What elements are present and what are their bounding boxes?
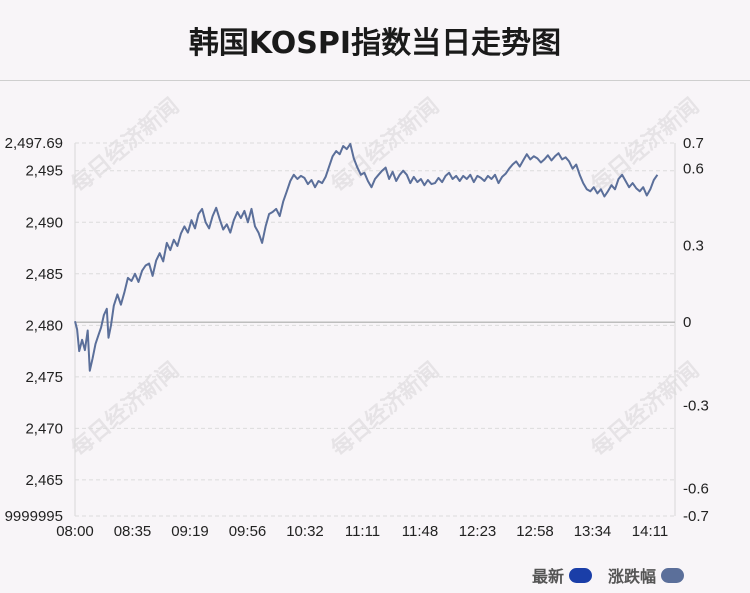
x-tick-label: 12:23 (459, 523, 497, 540)
y-tick-label-right: 0 (683, 314, 691, 331)
y-tick-label-right: -0.6 (683, 480, 709, 497)
y-tick-label-left: 2,490 (25, 214, 63, 231)
y-tick-label-left: 9999995 (5, 508, 63, 525)
legend-swatch-change (661, 567, 684, 583)
legend-item-latest: 最新 (532, 563, 592, 587)
legend: 最新 涨跌幅 (516, 563, 684, 587)
y-tick-label-right: 0.7 (683, 135, 704, 152)
x-tick-label: 08:00 (56, 523, 94, 540)
x-tick-label: 09:56 (229, 523, 267, 540)
y-tick-label-right: -0.7 (683, 508, 709, 525)
y-tick-label-right: -0.3 (683, 397, 709, 414)
x-tick-label: 10:32 (286, 523, 324, 540)
y-tick-label-left: 2,465 (25, 472, 63, 489)
title-divider (0, 80, 750, 81)
y-tick-label-left: 2,470 (25, 420, 63, 437)
x-tick-label: 12:58 (516, 523, 554, 540)
legend-swatch-latest (568, 567, 592, 583)
y-tick-label-left: 2,497.69 (5, 135, 63, 152)
x-tick-label: 09:19 (171, 523, 209, 540)
y-tick-label-left: 2,495 (25, 163, 63, 180)
y-tick-label-right: 0.6 (683, 161, 704, 178)
x-tick-label: 11:11 (345, 523, 380, 540)
legend-item-change: 涨跌幅 (608, 563, 684, 587)
y-tick-label-left: 2,480 (25, 317, 63, 334)
y-tick-label-left: 2,475 (25, 369, 63, 386)
x-tick-label: 13:34 (574, 523, 612, 540)
chart-title: 韩国KOSPI指数当日走势图 (188, 26, 562, 61)
legend-label-change: 涨跌幅 (607, 567, 656, 586)
y-tick-label-left: 2,485 (25, 266, 63, 283)
x-tick-label: 11:48 (402, 523, 438, 540)
y-tick-label-right: 0.3 (683, 237, 704, 254)
legend-label-latest: 最新 (531, 567, 564, 586)
x-tick-label: 14:11 (632, 523, 668, 540)
x-tick-label: 08:35 (114, 523, 152, 540)
series-line (74, 142, 659, 372)
